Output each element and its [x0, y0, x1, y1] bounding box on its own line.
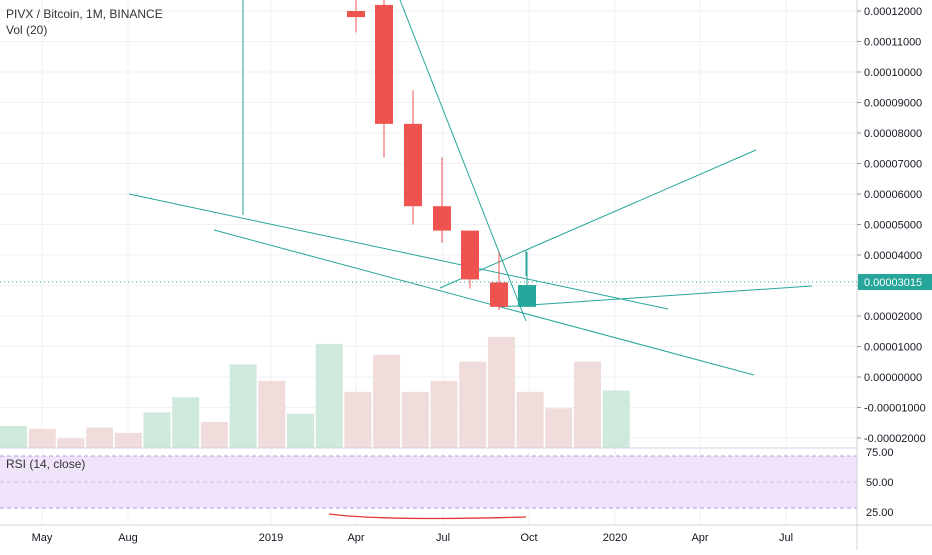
volume-bar: [315, 343, 343, 448]
trendline-descending-2: [213, 229, 755, 376]
volume-bar: [487, 337, 515, 448]
trendline-fan-1: [439, 249, 527, 289]
volume-bar: [516, 391, 544, 448]
chart-legend: PIVX / Bitcoin, 1M, BINANCE Vol (20): [6, 6, 163, 38]
volume-bar: [459, 361, 487, 448]
price-axis[interactable]: 0.00012000 0.00011000 0.00010000 0.00009000…: [857, 6, 926, 445]
price-tick-label: 0.00009000: [864, 98, 922, 110]
time-tick-label: Apr: [691, 532, 708, 544]
price-tick-label: 0.00002000: [864, 311, 922, 323]
volume-bars: [0, 337, 630, 448]
volume-bar: [57, 438, 85, 448]
volume-bar: [602, 390, 630, 448]
volume-bar: [0, 426, 27, 448]
time-tick-label: 2019: [259, 532, 283, 544]
time-tick-label: Aug: [118, 532, 138, 544]
rsi-indicator-label[interactable]: RSI (14, close): [6, 457, 86, 471]
volume-bar: [114, 432, 142, 448]
symbol-title[interactable]: PIVX / Bitcoin, 1M, BINANCE: [6, 7, 163, 21]
trendline-fan-2: [525, 149, 757, 251]
volume-bar: [229, 364, 257, 448]
price-tick-label: 0.00006000: [864, 189, 922, 201]
volume-bar: [574, 361, 601, 448]
volume-bar: [287, 413, 314, 448]
trendline-support: [499, 285, 813, 308]
volume-bar: [86, 427, 114, 448]
candle-body[interactable]: [490, 282, 508, 307]
trendline-steep: [399, 0, 527, 322]
candle-body[interactable]: [461, 230, 479, 280]
candle-body[interactable]: [375, 4, 393, 124]
volume-bar: [373, 354, 401, 448]
price-tick-label: 0.00001000: [864, 342, 922, 354]
rsi-line: [328, 513, 527, 520]
time-tick-label: Apr: [347, 532, 364, 544]
rsi-tick-label: 50.00: [866, 477, 894, 489]
rsi-axis: 75.00 50.00 25.00: [866, 447, 894, 519]
time-tick-label: Jul: [779, 532, 793, 544]
candle-body[interactable]: [433, 206, 451, 231]
volume-bar: [28, 428, 56, 448]
price-tick-label: 0.00012000: [864, 6, 922, 18]
price-tick-label: 0.00010000: [864, 67, 922, 79]
volume-bar: [143, 412, 171, 448]
volume-bar: [200, 421, 228, 448]
time-tick-label: May: [32, 532, 53, 544]
price-tick-label: 0.00000000: [864, 372, 922, 384]
price-tick-label: 0.00004000: [864, 250, 922, 262]
rsi-tick-label: 75.00: [866, 447, 894, 459]
price-tick-label: -0.00001000: [864, 403, 926, 415]
price-tick-label: 0.00005000: [864, 220, 922, 232]
volume-bar: [344, 391, 372, 448]
rsi-tick-label: 25.00: [866, 507, 894, 519]
time-tick-label: Oct: [520, 532, 537, 544]
candle-body[interactable]: [518, 285, 536, 307]
candle-body[interactable]: [347, 11, 365, 18]
price-tick-label: -0.00002000: [864, 433, 926, 445]
price-tick-label: 0.00011000: [864, 37, 921, 49]
candles[interactable]: [347, 0, 536, 310]
volume-bar: [172, 397, 200, 448]
volume-bar: [545, 408, 573, 448]
volume-bar: [258, 380, 286, 448]
trendlines[interactable]: [128, 0, 813, 376]
price-tick-label: 0.00008000: [864, 128, 922, 140]
current-price-badge: [858, 274, 932, 290]
volume-bar: [430, 380, 458, 448]
current-price-label: 0.00003015: [864, 277, 922, 289]
candle-body[interactable]: [404, 123, 422, 207]
trendline-descending-1: [128, 193, 669, 310]
time-axis[interactable]: May Aug 2019 Apr Jul Oct 2020 Apr Jul: [32, 532, 793, 544]
volume-indicator-label[interactable]: Vol (20): [6, 23, 48, 37]
price-tick-label: 0.00007000: [864, 159, 922, 171]
volume-bar: [401, 391, 429, 448]
time-tick-label: Jul: [436, 532, 450, 544]
time-tick-label: 2020: [603, 532, 627, 544]
